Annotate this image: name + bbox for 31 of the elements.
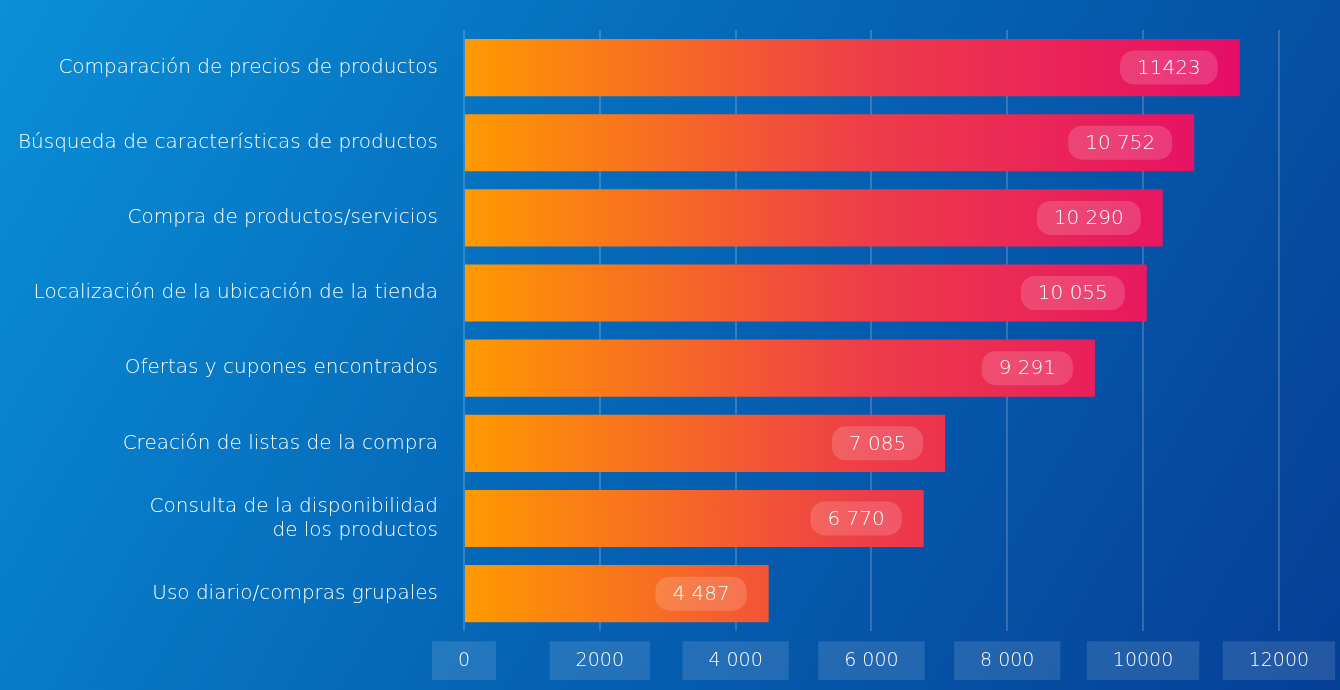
y-tick-label: Ofertas y cupones encontrados bbox=[124, 354, 438, 379]
bar bbox=[464, 39, 1240, 97]
data-label: 9 291 bbox=[998, 355, 1056, 380]
data-label: 10 290 bbox=[1053, 205, 1124, 230]
x-tick-label: 6 000 bbox=[844, 647, 899, 670]
bar bbox=[464, 339, 1095, 397]
x-tick-label: 4 000 bbox=[708, 647, 763, 670]
data-label: 4 487 bbox=[672, 580, 730, 605]
data-label: 10 055 bbox=[1037, 280, 1108, 305]
y-tick-label: Comparación de precios de productos bbox=[58, 53, 438, 78]
y-tick-label: Uso diario/compras grupales bbox=[152, 579, 438, 604]
bar bbox=[464, 414, 946, 472]
bar bbox=[464, 565, 769, 623]
y-tick-label: Creación de listas de la compra bbox=[122, 429, 438, 454]
data-label: 7 085 bbox=[848, 430, 907, 455]
data-label: 10 752 bbox=[1085, 129, 1156, 154]
data-label: 6 770 bbox=[827, 505, 885, 530]
y-tick-label: Búsqueda de características de productos bbox=[17, 128, 438, 153]
y-tick-label: Compra de productos/servicios bbox=[127, 204, 438, 229]
y-tick-label: Consulta de la disponibilidad de los productos bbox=[149, 492, 438, 541]
bar bbox=[464, 489, 924, 548]
x-tick-label: 10000 bbox=[1112, 647, 1174, 670]
data-label: 11423 bbox=[1137, 54, 1201, 79]
x-tick-label: 8 000 bbox=[980, 647, 1035, 670]
x-tick-label: 0 bbox=[457, 647, 471, 670]
bar bbox=[464, 264, 1147, 322]
x-tick-label: 12000 bbox=[1248, 647, 1310, 670]
y-tick-label: Localización de la ubicación de la tienda bbox=[33, 279, 438, 304]
bar bbox=[464, 189, 1163, 247]
bar bbox=[464, 114, 1195, 172]
x-tick-label: 2000 bbox=[575, 647, 624, 670]
